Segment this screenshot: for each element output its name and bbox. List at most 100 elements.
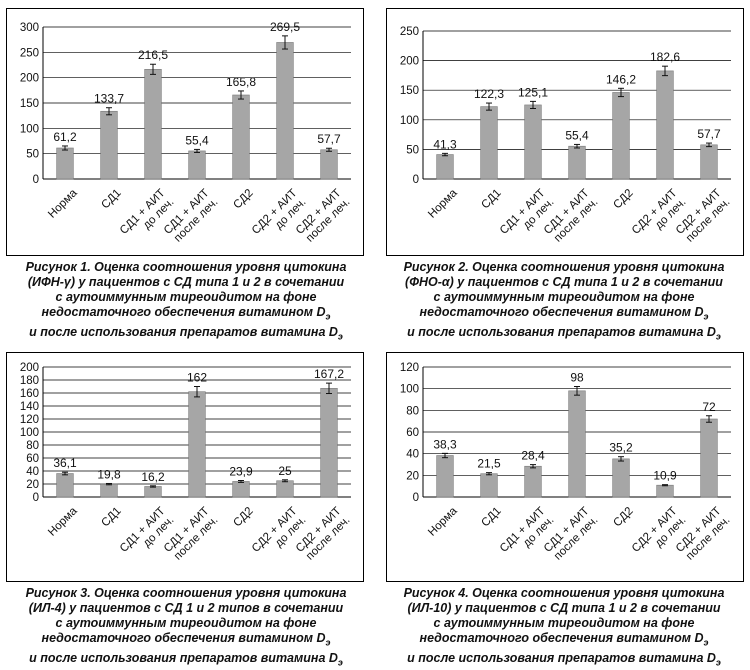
data-label: 57,7 (317, 132, 341, 146)
data-label: 133,7 (94, 92, 124, 106)
bar (57, 474, 74, 497)
x-tick-label: СД1 (99, 505, 123, 529)
x-tick-label: СД2 + АИТдо леч. (250, 187, 309, 246)
caption-line: и после использования препаратов витамин… (378, 325, 750, 345)
x-tick-label: СД2 + АИТпосле леч. (294, 187, 353, 246)
caption-line: недостаточного обеспечения витамином Dэ (0, 631, 372, 651)
y-tick-label: 20 (406, 470, 419, 482)
data-label: 38,3 (433, 437, 457, 451)
x-tick-label: Норма (426, 187, 460, 221)
data-label: 55,4 (565, 128, 589, 142)
bar (613, 459, 630, 497)
y-tick-label: 120 (400, 362, 419, 374)
y-tick-label: 60 (26, 453, 39, 465)
y-tick-label: 0 (413, 492, 419, 504)
bar (437, 456, 454, 497)
x-tick-label: СД1 + АИТпосле леч. (162, 505, 221, 564)
bar (437, 155, 454, 179)
y-tick-label: 250 (20, 47, 39, 59)
caption-line: (ИЛ-10) у пациентов с СД типа 1 и 2 в со… (378, 601, 750, 616)
bar (277, 481, 294, 497)
y-tick-label: 100 (20, 427, 39, 439)
y-tick-label: 160 (20, 388, 39, 400)
bar (233, 481, 250, 497)
data-label: 35,2 (609, 441, 633, 455)
y-tick-label: 50 (406, 144, 419, 156)
figure-1-caption: Рисунок 1. Оценка соотношения уровня цит… (0, 260, 372, 344)
bar (233, 95, 250, 179)
caption-line: Рисунок 2. Оценка соотношения уровня цит… (378, 260, 750, 275)
data-label: 19,8 (97, 467, 121, 481)
bar (569, 391, 586, 497)
bar (321, 388, 338, 497)
caption-line: с аутоиммунным тиреоидитом на фоне (378, 616, 750, 631)
caption-line: (ФНО-α) у пациентов с СД типа 1 и 2 в со… (378, 275, 750, 290)
bar (189, 392, 206, 497)
x-tick-label: СД2 (231, 187, 255, 211)
bar (101, 484, 118, 497)
x-tick-label: СД2 + АИТпосле леч. (674, 505, 733, 564)
y-tick-label: 150 (400, 85, 419, 97)
caption-line: с аутоиммунным тиреоидитом на фоне (0, 616, 372, 631)
figure-2-caption: Рисунок 2. Оценка соотношения уровня цит… (378, 260, 750, 344)
y-tick-label: 100 (400, 115, 419, 127)
y-tick-label: 150 (20, 98, 39, 110)
bar (657, 71, 674, 179)
x-tick-label: СД2 + АИТпосле леч. (294, 505, 353, 564)
bar (525, 105, 542, 179)
x-tick-label: СД1 + АИТдо леч. (118, 505, 177, 564)
caption-line: и после использования препаратов витамин… (378, 651, 750, 670)
y-tick-label: 200 (20, 73, 39, 85)
data-label: 10,9 (653, 469, 677, 483)
y-tick-label: 50 (26, 149, 39, 161)
data-label: 167,2 (314, 367, 344, 381)
y-tick-label: 250 (400, 26, 419, 38)
bar (701, 419, 718, 497)
figure-4-caption: Рисунок 4. Оценка соотношения уровня цит… (378, 586, 750, 670)
data-label: 61,2 (53, 130, 77, 144)
x-tick-label: Норма (46, 187, 80, 221)
x-tick-label: СД1 + АИТдо леч. (498, 187, 557, 246)
data-label: 165,8 (226, 75, 256, 89)
y-tick-label: 140 (20, 401, 39, 413)
bar (657, 485, 674, 497)
y-tick-label: 40 (26, 466, 39, 478)
bar (189, 151, 206, 179)
data-label: 57,7 (697, 127, 721, 141)
caption-line: (ИЛ-4) у пациентов с СД 1 и 2 типов в со… (0, 601, 372, 616)
y-tick-label: 100 (20, 123, 39, 135)
caption-line: с аутоиммунным тиреоидитом на фоне (0, 290, 372, 305)
bar (145, 69, 162, 179)
data-label: 55,4 (185, 133, 209, 147)
x-tick-label: СД2 + АИТдо леч. (630, 505, 689, 564)
x-tick-label: СД2 (231, 505, 255, 529)
figure-1-chart: 05010015020025030061,2Норма133,7СД1216,5… (7, 9, 365, 257)
x-tick-label: СД1 (479, 187, 503, 211)
bar (569, 146, 586, 179)
bar (277, 42, 294, 179)
caption-line: недостаточного обеспечения витамином Dэ (0, 305, 372, 325)
data-label: 98 (570, 371, 584, 385)
bar (701, 145, 718, 179)
data-label: 36,1 (53, 456, 77, 470)
data-label: 16,2 (141, 470, 165, 484)
caption-line: с аутоиммунным тиреоидитом на фоне (378, 290, 750, 305)
bar (321, 150, 338, 179)
bar (101, 111, 118, 179)
figure-3-chart: 02040608010012014016018020036,1Норма19,8… (7, 353, 365, 583)
data-label: 216,5 (138, 48, 168, 62)
y-tick-label: 80 (406, 405, 419, 417)
x-tick-label: СД2 + АИТпосле леч. (674, 187, 733, 246)
x-tick-label: СД1 + АИТдо леч. (498, 505, 557, 564)
x-tick-label: СД1 + АИТпосле леч. (162, 187, 221, 246)
caption-line: и после использования препаратов витамин… (0, 651, 372, 670)
x-tick-label: СД1 (479, 505, 503, 529)
y-tick-label: 80 (26, 440, 39, 452)
x-tick-label: СД1 + АИТпосле леч. (542, 187, 601, 246)
data-label: 23,9 (229, 464, 253, 478)
y-tick-label: 60 (406, 427, 419, 439)
